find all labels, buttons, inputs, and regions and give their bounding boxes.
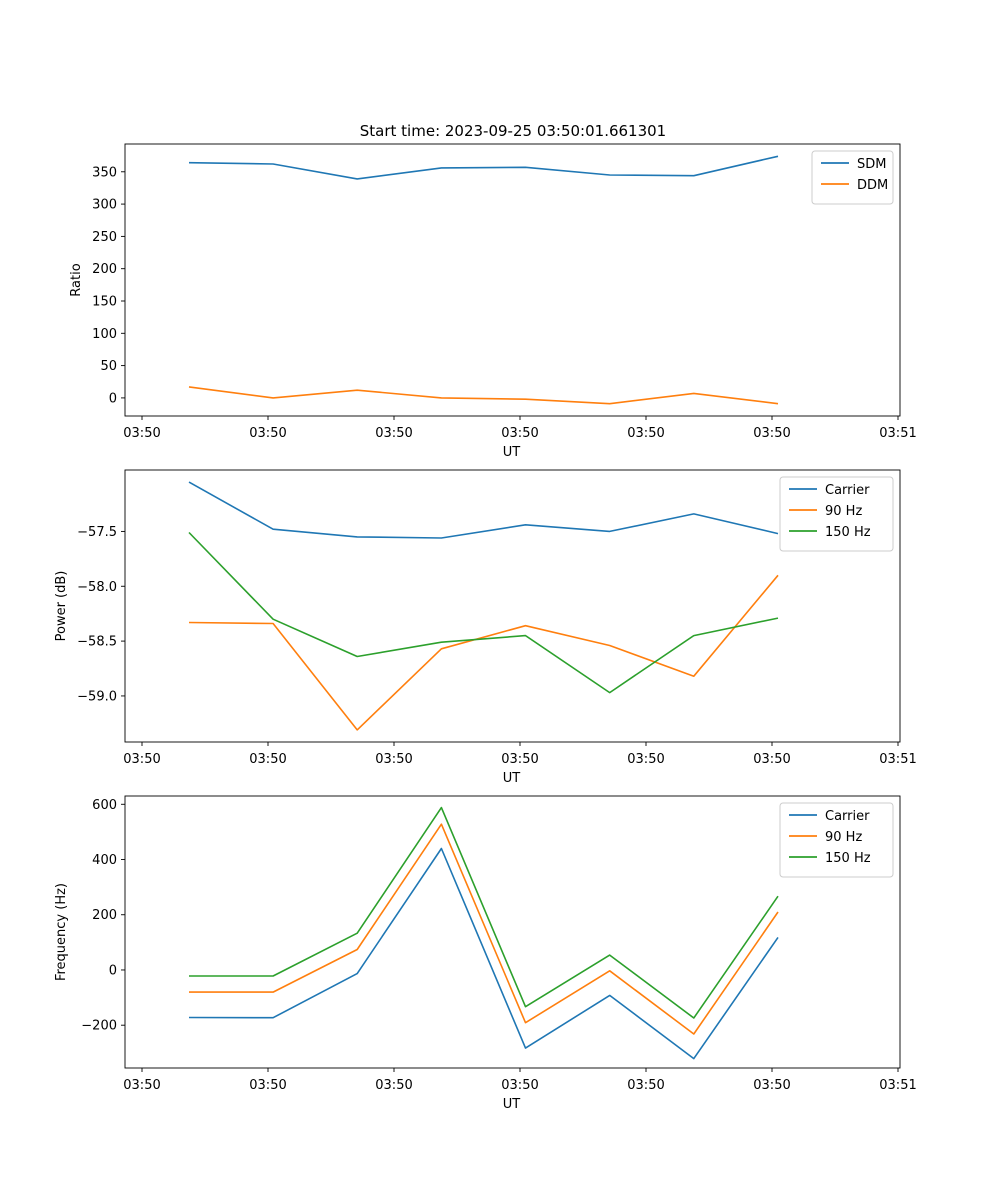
x-tick-label: 03:50 [249, 426, 286, 441]
x-tick-label: 03:51 [879, 1078, 916, 1093]
x-tick-label: 03:50 [753, 752, 790, 767]
y-axis-label: Ratio [69, 263, 84, 296]
y-tick-label: 0 [109, 391, 117, 406]
legend-label: 150 Hz [825, 525, 871, 540]
series-line-ddm [189, 387, 778, 404]
x-tick-label: 03:50 [375, 752, 412, 767]
legend-label: 150 Hz [825, 851, 871, 866]
figure-title: Start time: 2023-09-25 03:50:01.661301 [360, 122, 666, 140]
y-tick-label: 200 [92, 908, 117, 923]
series-line-150-hz [189, 808, 778, 1018]
x-tick-label: 03:51 [879, 426, 916, 441]
x-tick-label: 03:51 [879, 752, 916, 767]
x-tick-label: 03:50 [627, 426, 664, 441]
y-tick-label: −58.0 [77, 580, 117, 595]
x-axis-label: UT [503, 445, 521, 460]
x-tick-label: 03:50 [627, 1078, 664, 1093]
series-line-90-hz [189, 824, 778, 1034]
x-tick-label: 03:50 [123, 426, 160, 441]
x-tick-label: 03:50 [123, 752, 160, 767]
y-tick-label: −200 [81, 1019, 117, 1034]
y-tick-label: 200 [92, 262, 117, 277]
x-tick-label: 03:50 [753, 1078, 790, 1093]
legend: SDM DDM [812, 151, 893, 204]
series-line-90-hz [189, 575, 778, 730]
legend: Carrier 90 Hz 150 Hz [780, 803, 893, 877]
y-tick-label: 300 [92, 198, 117, 213]
x-tick-label: 03:50 [753, 426, 790, 441]
chart-panel-2: 03:50 03:50 03:50 03:50 03:50 03:50 03:51 −59.0… [54, 470, 917, 786]
x-tick-label: 03:50 [249, 752, 286, 767]
chart-panel-3: 03:50 03:50 03:50 03:50 03:50 03:50 03:51 −200 0… [54, 796, 917, 1112]
x-tick-label: 03:50 [501, 426, 538, 441]
y-tick-label: −58.5 [77, 635, 117, 650]
y-axis-label: Power (dB) [54, 571, 69, 642]
figure: Start time: 2023-09-25 03:50:01.661301 0… [0, 0, 1000, 1200]
y-tick-label: −57.5 [77, 525, 117, 540]
x-tick-label: 03:50 [501, 1078, 538, 1093]
legend-label: 90 Hz [825, 504, 862, 519]
legend-label: 90 Hz [825, 830, 862, 845]
x-tick-label: 03:50 [501, 752, 538, 767]
series-line-150-hz [189, 533, 778, 693]
y-tick-label: 150 [92, 294, 117, 309]
series-line-carrier [189, 849, 778, 1059]
y-axis-label: Frequency (Hz) [54, 883, 69, 981]
x-tick-label: 03:50 [123, 1078, 160, 1093]
legend: Carrier 90 Hz 150 Hz [780, 477, 893, 551]
x-tick-label: 03:50 [375, 426, 412, 441]
x-tick-label: 03:50 [375, 1078, 412, 1093]
y-tick-label: 600 [92, 798, 117, 813]
chart-panel-1: 03:50 03:50 03:50 03:50 03:50 03:50 03:51 0 50 10… [69, 144, 917, 460]
x-axis-label: UT [503, 1097, 521, 1112]
series-line-carrier [189, 482, 778, 538]
y-tick-label: 350 [92, 165, 117, 180]
axes-frame [125, 144, 900, 416]
x-axis-label: UT [503, 771, 521, 786]
legend-label: Carrier [825, 483, 870, 498]
y-tick-label: 400 [92, 853, 117, 868]
x-tick-label: 03:50 [627, 752, 664, 767]
y-tick-label: 50 [100, 359, 117, 374]
legend-label: DDM [857, 178, 888, 193]
y-tick-label: 250 [92, 230, 117, 245]
series-line-sdm [189, 156, 778, 179]
y-tick-label: 100 [92, 327, 117, 342]
y-tick-label: 0 [109, 963, 117, 978]
legend-label: SDM [857, 157, 886, 172]
x-tick-label: 03:50 [249, 1078, 286, 1093]
y-tick-label: −59.0 [77, 689, 117, 704]
legend-label: Carrier [825, 809, 870, 824]
